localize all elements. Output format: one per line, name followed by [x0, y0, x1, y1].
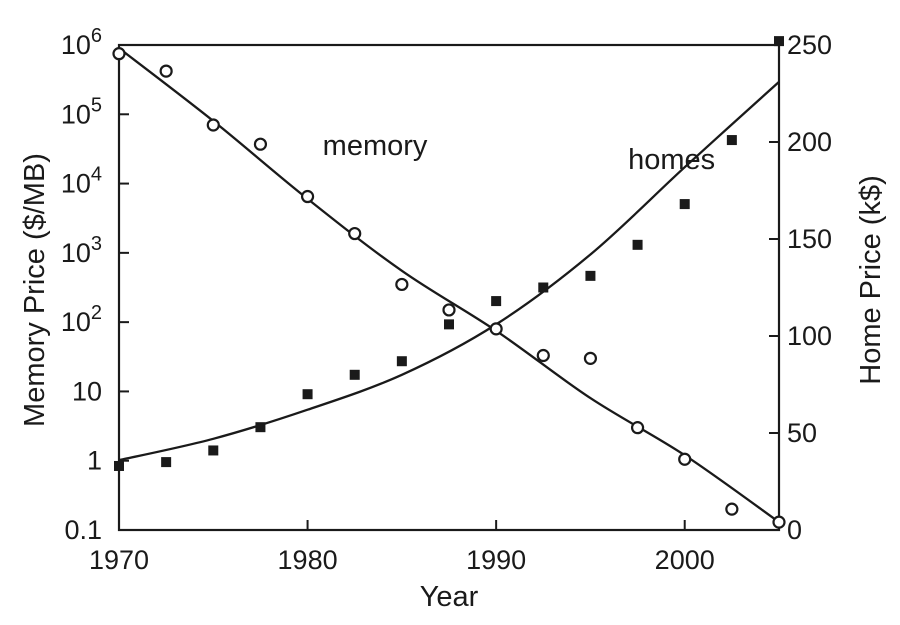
- x-tick-label: 1980: [278, 545, 338, 575]
- memory-point: [112, 47, 126, 61]
- left-tick-label: 0.1: [64, 515, 102, 545]
- left-tick-label: 105: [61, 94, 102, 129]
- homes-point: [396, 356, 407, 367]
- memory-point: [489, 322, 503, 336]
- right-axis-title: Home Price (k$): [855, 175, 887, 385]
- memory-point: [678, 452, 692, 466]
- left-y-axis: 0.1 1 10 102 103 104 105 106: [61, 25, 129, 545]
- memory-point: [395, 277, 409, 292]
- homes-point: [585, 270, 596, 281]
- homes-point: [161, 457, 172, 468]
- left-tick-label: 103: [61, 233, 102, 268]
- x-tick-label: 2000: [655, 545, 715, 575]
- left-tick-label: 106: [61, 25, 102, 60]
- homes-point: [491, 296, 502, 307]
- memory-point: [348, 226, 362, 241]
- memory-point: [772, 515, 786, 529]
- left-tick-label: 102: [61, 302, 102, 337]
- memory-fit-line: [118, 47, 780, 524]
- homes-point: [774, 36, 784, 47]
- right-tick-label: 150: [787, 224, 832, 254]
- right-tick-label: 250: [787, 30, 832, 60]
- right-y-axis: 0 50 100 150 200 250: [769, 30, 832, 545]
- plot-frame: [117, 43, 781, 532]
- x-tick-label: 1990: [466, 545, 526, 575]
- fit-curves: [118, 47, 780, 524]
- memory-point: [159, 64, 173, 78]
- homes-fit-line: [118, 81, 780, 462]
- memory-point: [300, 189, 315, 204]
- left-tick-label: 10: [72, 376, 102, 406]
- right-tick-label: 0: [787, 515, 802, 545]
- homes-point: [726, 135, 737, 146]
- memory-point: [536, 348, 550, 363]
- homes-point: [444, 319, 454, 330]
- x-axis-title: Year: [420, 581, 479, 613]
- homes-label: homes: [628, 144, 715, 176]
- homes-point: [114, 460, 124, 471]
- homes-point: [302, 389, 313, 400]
- memory-point: [583, 351, 598, 365]
- memory-label: memory: [323, 130, 428, 162]
- homes-point: [538, 282, 549, 293]
- left-tick-label: 1: [87, 446, 102, 476]
- left-axis-title: Memory Price ($/MB): [19, 153, 51, 427]
- homes-point: [679, 199, 690, 210]
- right-tick-label: 200: [787, 127, 832, 157]
- right-tick-label: 50: [787, 418, 817, 448]
- homes-point: [255, 422, 266, 433]
- memory-point: [442, 303, 456, 317]
- series-annotations: memory homes: [323, 130, 716, 176]
- homes-point: [208, 445, 219, 456]
- x-tick-label: 1970: [89, 545, 149, 575]
- x-axis: 1970 1980 1990 2000: [89, 520, 715, 575]
- memory-point: [630, 421, 645, 435]
- memory-point: [725, 502, 739, 516]
- homes-point: [632, 239, 643, 250]
- memory-point: [253, 137, 268, 151]
- left-tick-label: 104: [61, 164, 102, 199]
- data-markers: [112, 36, 786, 529]
- memory-point: [206, 118, 220, 132]
- right-tick-label: 100: [787, 321, 832, 351]
- homes-point: [349, 369, 360, 380]
